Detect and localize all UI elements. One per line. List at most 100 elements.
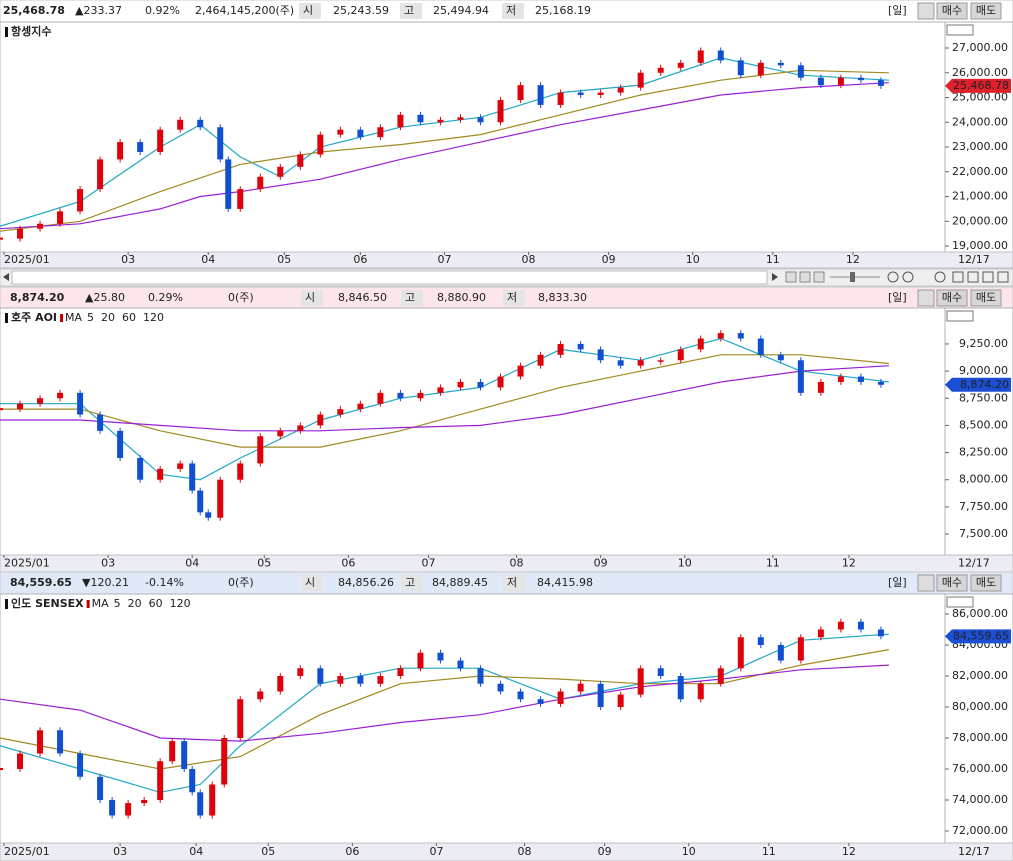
plot-area [0,593,946,844]
btn-last[interactable] [813,271,825,283]
header-low: 84,415.98 [537,576,593,589]
period[interactable]: [일] [888,290,907,304]
settings[interactable] [934,271,946,283]
x-tick-label: 04 [189,845,203,858]
title-marker [5,313,8,323]
x-tick-label: 12 [846,253,860,266]
legend-item: 120 [170,597,191,610]
candle [817,381,824,393]
settings-btn[interactable] [917,289,935,307]
candle [657,668,664,676]
btn-first[interactable] [785,271,797,283]
btn-pause[interactable] [799,271,811,283]
settings-btn[interactable] [917,574,935,592]
sell-label[interactable]: 매도 [976,4,996,17]
legend-item: 60 [122,311,136,324]
candle [877,629,884,637]
candle [597,683,604,707]
buy-label[interactable]: 매수 [942,4,962,17]
x-tick-label: 10 [682,845,696,858]
header-high: 8,880.90 [437,291,486,304]
candle [57,392,64,399]
label-box [301,575,323,591]
candle [477,668,484,684]
candle [297,425,304,431]
y-tick-label: 9,250.00 [959,337,1008,350]
buy-btn[interactable] [936,2,968,20]
candle [97,776,104,801]
candle [257,176,264,190]
candle [125,803,132,816]
candle [857,77,864,81]
candle [37,223,44,229]
price-tag-label: 25,468.78 [953,79,1009,92]
sell-label[interactable]: 매도 [976,291,996,304]
btn-tool[interactable] [982,271,994,283]
zoom-knob[interactable] [850,272,855,282]
candle [377,127,384,138]
candle [477,117,484,123]
candle [157,129,164,152]
legend-item: 5 [114,597,121,610]
x-tick-label: 11 [766,253,780,266]
scroll-left[interactable] [3,273,9,281]
candle [597,349,604,361]
x-tick-label: 07 [437,253,451,266]
scrollbar[interactable] [0,268,1013,287]
label-box [301,290,323,306]
buy-label[interactable]: 매수 [942,576,962,589]
label-box [503,575,525,591]
candle [225,159,232,209]
ma-line [0,354,889,448]
candle [497,683,504,692]
buy-label[interactable]: 매수 [942,291,962,304]
zoom-in[interactable] [902,271,914,283]
buy-btn[interactable] [936,289,968,307]
candle [557,343,564,355]
scroll-thumb[interactable] [11,270,768,285]
price-tag [945,377,1011,392]
x-tick-label: 2025/01 [4,253,50,266]
plot-area [0,307,946,556]
y-tick-label: 7,750.00 [959,500,1008,513]
y-tick-label: 8,500.00 [959,418,1008,431]
zoom-out[interactable] [887,271,899,283]
candle [737,333,744,339]
sell-btn[interactable] [970,289,1002,307]
header-high-label: 고 [405,576,415,589]
candle [877,80,884,86]
candle [577,683,584,692]
btn-tool[interactable] [952,271,964,283]
sell-btn[interactable] [970,574,1002,592]
sell-label[interactable]: 매도 [976,576,996,589]
candle [797,637,804,661]
candle [157,468,164,480]
header-high-label: 고 [404,4,414,17]
candle [221,737,228,785]
x-tick-label: 03 [121,253,135,266]
candle [437,387,444,393]
chart-title: 인도 SENSEX [11,596,84,610]
candle [697,50,704,63]
candle [209,784,216,816]
candle [197,490,204,513]
candle [189,463,196,491]
x-tick-label: 12 [842,845,856,858]
date-row [0,554,1013,573]
period[interactable]: [일] [888,575,907,589]
btn-tool[interactable] [967,271,979,283]
scroll-right[interactable] [772,273,778,281]
settings-btn[interactable] [917,2,935,20]
candle [397,668,404,676]
buy-btn[interactable] [936,574,968,592]
candle [637,668,644,695]
btn-tool[interactable] [997,271,1009,283]
y-tick-label: 25,000.00 [952,91,1008,104]
x-tick-label: 2025/01 [4,557,50,570]
y-tick-label: 20,000.00 [952,214,1008,227]
x-tick-label: 04 [201,253,215,266]
sell-btn[interactable] [970,2,1002,20]
period[interactable]: [일] [888,3,907,17]
header-open-label: 시 [303,4,313,17]
